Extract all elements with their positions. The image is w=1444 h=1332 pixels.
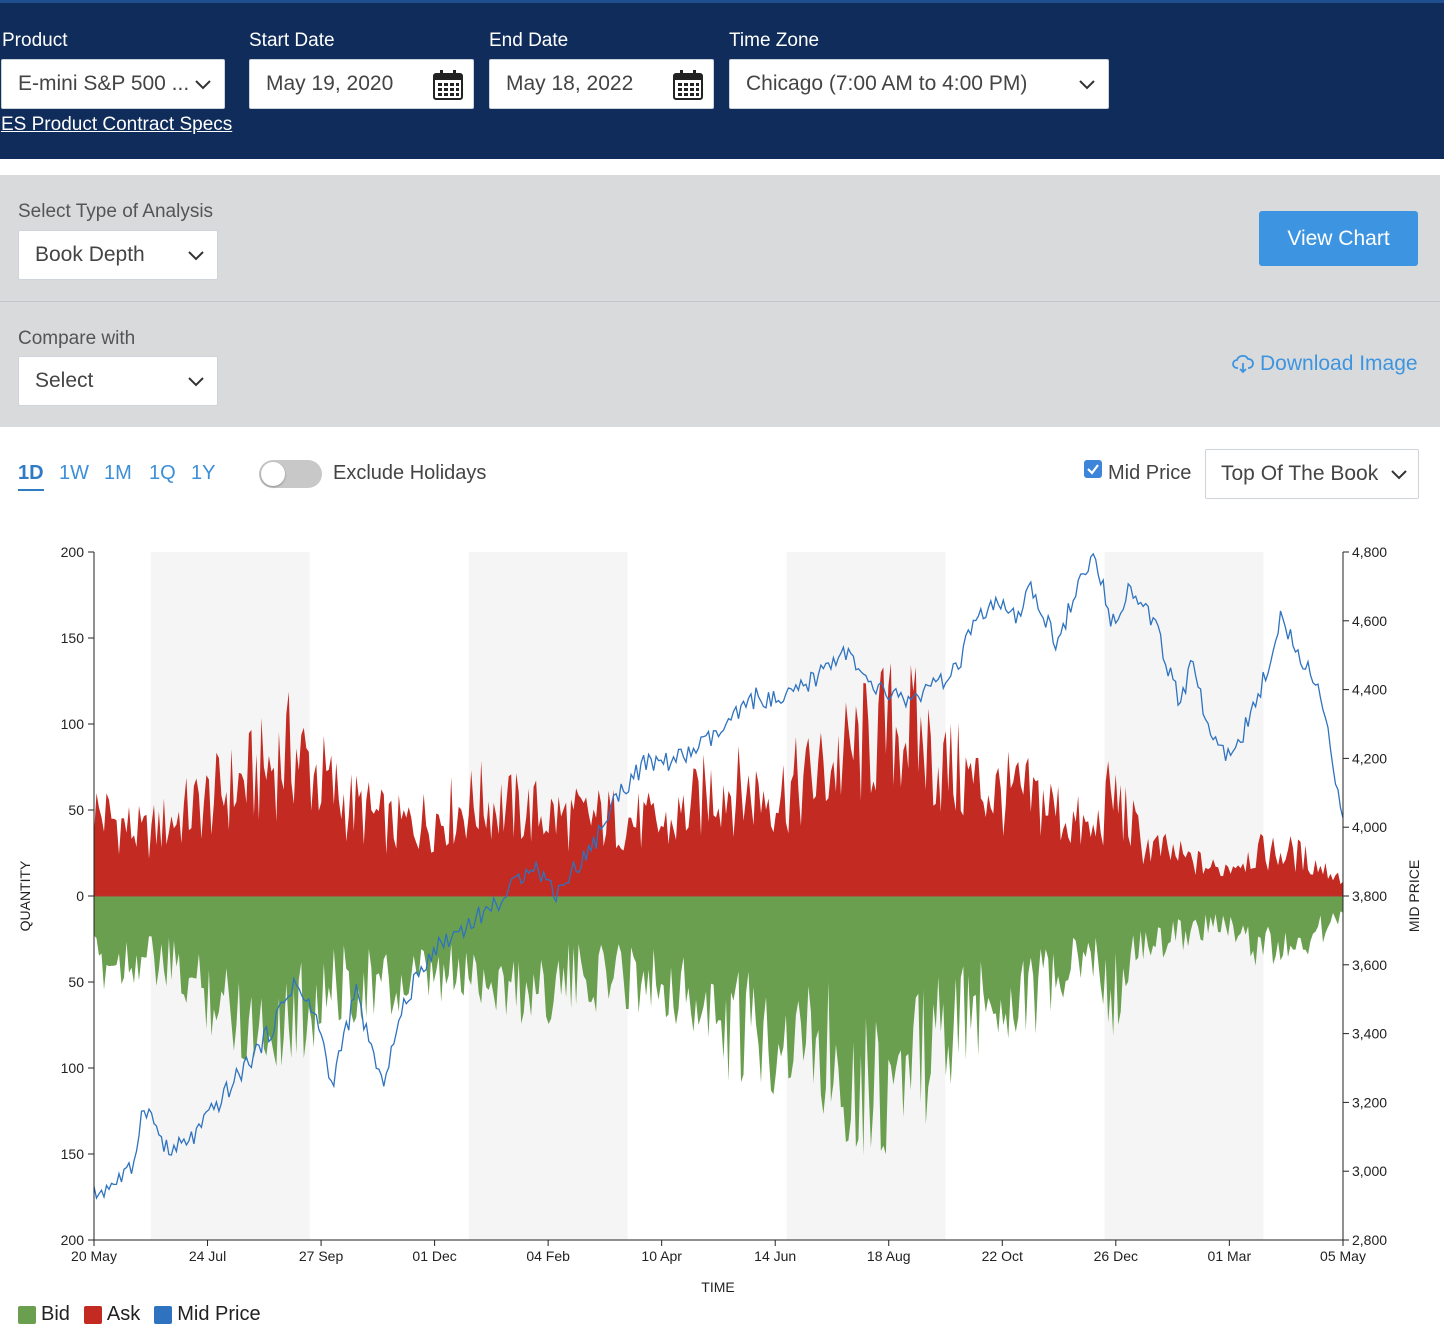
calendar-icon[interactable]: [433, 69, 463, 100]
end-date-label: End Date: [489, 30, 569, 51]
y-right-tick-label: 4,000: [1352, 819, 1387, 835]
x-tick-label: 04 Feb: [526, 1248, 570, 1264]
y-right-tick-label: 3,600: [1352, 957, 1387, 973]
end-date-value: May 18, 2022: [506, 72, 634, 95]
x-tick-label: 18 Aug: [867, 1248, 911, 1264]
x-tick-label: 22 Oct: [982, 1248, 1023, 1264]
range-1q-button[interactable]: 1Q: [149, 462, 176, 484]
y-left-tick-label: 150: [61, 630, 85, 646]
analysis-type-select[interactable]: Book Depth: [18, 230, 218, 280]
y-left-tick-label: 200: [61, 1232, 85, 1248]
y-axis-right-title: MID PRICE: [1406, 860, 1422, 932]
x-tick-label: 20 May: [71, 1248, 117, 1264]
start-date-value: May 19, 2020: [266, 72, 394, 95]
mid-price-checkbox[interactable]: [1084, 460, 1102, 478]
y-right-tick-label: 2,800: [1352, 1232, 1387, 1248]
x-tick-label: 14 Jun: [754, 1248, 796, 1264]
y-right-tick-label: 4,400: [1352, 682, 1387, 698]
compare-label: Compare with: [18, 328, 136, 349]
start-date-label: Start Date: [249, 30, 335, 51]
ask-swatch: [83, 1305, 102, 1324]
legend-item-ask[interactable]: Ask: [83, 1303, 141, 1326]
y-right-tick-label: 4,600: [1352, 613, 1387, 629]
mid-price-series: [93, 552, 1344, 1200]
legend-label: Bid: [41, 1303, 70, 1325]
download-image-label: Download Image: [1260, 352, 1418, 375]
analysis-panel: Select Type of Analysis Book Depth: [0, 175, 1440, 301]
y-right-tick-label: 3,800: [1352, 888, 1387, 904]
x-tick-label: 01 Mar: [1208, 1248, 1252, 1264]
mid-price-label: Mid Price: [1108, 462, 1192, 484]
y-left-tick-label: 150: [61, 1146, 85, 1162]
compare-value: Select: [35, 369, 94, 392]
x-tick-label: 10 Apr: [641, 1248, 682, 1264]
legend-item-mid-price[interactable]: Mid Price: [154, 1303, 261, 1326]
y-axis-left-title: QUANTITY: [17, 860, 33, 931]
time-zone-select[interactable]: Chicago (7:00 AM to 4:00 PM): [729, 59, 1109, 109]
chevron-down-icon: [188, 251, 204, 261]
y-left-tick-label: 0: [76, 888, 84, 904]
toggle-knob: [261, 462, 285, 486]
time-zone-label: Time Zone: [729, 30, 820, 51]
y-left-tick-label: 100: [61, 716, 85, 732]
start-date-field[interactable]: May 19, 2020: [249, 59, 474, 109]
product-label: Product: [2, 30, 68, 51]
y-left-tick-label: 50: [68, 974, 84, 990]
x-tick-label: 27 Sep: [299, 1248, 344, 1264]
analysis-type-label: Select Type of Analysis: [18, 201, 214, 222]
ask-area: [94, 662, 1343, 896]
compare-select[interactable]: Select: [18, 356, 218, 406]
panel-divider: [0, 301, 1440, 302]
calendar-icon[interactable]: [673, 69, 703, 100]
depth-areas: [94, 662, 1343, 1156]
book-depth-chart: 200 150 100 50 0 50 100 150 200 4,800 4,600 4,400 4,…: [17, 544, 1422, 1295]
y-left-tick-label: 200: [61, 544, 85, 560]
view-chart-button[interactable]: View Chart: [1259, 211, 1418, 266]
x-axis-title: TIME: [701, 1279, 734, 1295]
exclude-holidays-toggle[interactable]: [259, 460, 322, 488]
bid-area: [94, 896, 1343, 1156]
top-filter-bar: Product E-mini S&P 500 ... Start Date Ma…: [0, 0, 1444, 159]
time-zone-value: Chicago (7:00 AM to 4:00 PM): [746, 72, 1028, 95]
y-left-tick-label: 100: [61, 1060, 85, 1076]
y-right-tick-label: 4,800: [1352, 544, 1387, 560]
bid-swatch: [18, 1305, 36, 1324]
y-left-tick-label: 50: [68, 802, 84, 818]
chevron-down-icon: [195, 80, 211, 90]
chevron-down-icon: [1079, 80, 1095, 90]
legend-label: Ask: [106, 1303, 141, 1325]
legend-label: Mid Price: [177, 1303, 261, 1325]
x-tick-label: 05 May: [1320, 1248, 1366, 1264]
book-level-select[interactable]: Top Of The Book: [1205, 449, 1419, 499]
chevron-down-icon: [188, 377, 204, 387]
range-1y-button[interactable]: 1Y: [191, 462, 216, 484]
chevron-down-icon: [1391, 470, 1407, 480]
y-right-tick-label: 3,400: [1352, 1026, 1387, 1042]
x-tick-label: 26 Dec: [1094, 1248, 1138, 1264]
product-select[interactable]: E-mini S&P 500 ...: [1, 59, 225, 109]
exclude-holidays-label: Exclude Holidays: [333, 462, 487, 484]
y-right-tick-label: 3,200: [1352, 1094, 1387, 1110]
analysis-type-value: Book Depth: [35, 243, 145, 266]
legend-item-bid[interactable]: Bid: [18, 1303, 70, 1326]
compare-panel: Compare with Select: [0, 302, 1440, 427]
product-value: E-mini S&P 500 ...: [18, 72, 190, 95]
chart-legend: Bid Ask Mid Price: [18, 1303, 261, 1326]
y-right-tick-label: 4,200: [1352, 750, 1387, 766]
cloud-download-icon: [1232, 354, 1254, 374]
x-tick-label: 01 Dec: [412, 1248, 456, 1264]
mid-price-line: [93, 552, 1344, 1200]
checkmark-icon: [1087, 464, 1099, 475]
mid-price-swatch: [154, 1305, 173, 1324]
range-1w-button[interactable]: 1W: [59, 462, 89, 484]
y-right-tick-label: 3,000: [1352, 1163, 1387, 1179]
contract-specs-link[interactable]: ES Product Contract Specs: [1, 114, 233, 135]
book-level-value: Top Of The Book: [1221, 462, 1379, 485]
download-image-link[interactable]: Download Image: [1232, 352, 1418, 376]
chart-axes: 200 150 100 50 0 50 100 150 200 4,800 4,600 4,400 4,…: [61, 544, 1388, 1264]
end-date-field[interactable]: May 18, 2022: [489, 59, 714, 109]
range-1d-button[interactable]: 1D: [18, 462, 44, 491]
range-1m-button[interactable]: 1M: [104, 462, 132, 484]
x-tick-label: 24 Jul: [189, 1248, 226, 1264]
